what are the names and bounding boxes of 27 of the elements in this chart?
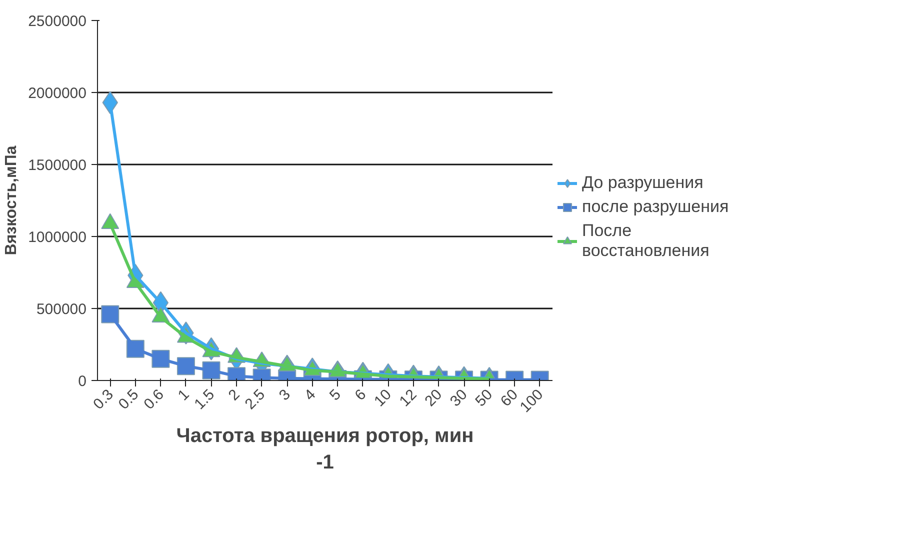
x-tick-label: 30 (446, 386, 471, 410)
x-tick-label: 1.5 (191, 386, 218, 413)
x-tick-label: 6 (352, 386, 370, 404)
x-tick-label: 50 (472, 386, 496, 410)
y-tick-label: 500000 (36, 301, 87, 318)
x-tick-label: 5 (326, 386, 344, 404)
y-axis-title: Вязкость,мПа (3, 146, 20, 256)
legend-label: До разрушения (582, 173, 704, 193)
x-tick-label: 1 (174, 386, 193, 404)
y-tick-label: 1000000 (28, 229, 87, 246)
x-tick-label: 2.5 (242, 386, 269, 413)
y-tick-label: 2000000 (28, 85, 87, 102)
x-axis-title: Частота вращения ротор, мин -1 (176, 424, 474, 474)
y-tick-label: 2500000 (28, 13, 87, 30)
legend-label: после разрушения (582, 197, 729, 217)
x-tick-label: 12 (396, 386, 420, 410)
x-tick-label: 0.3 (90, 386, 117, 413)
x-tick-label: 2 (225, 386, 244, 404)
x-tick-label: 20 (422, 386, 446, 410)
y-tick-label: 0 (78, 373, 86, 390)
x-tick-label: 0.5 (115, 386, 142, 413)
legend-label: После восстановления (582, 221, 710, 261)
x-tick-label: 3 (276, 386, 294, 404)
x-tick-label: 0.6 (140, 386, 168, 413)
y-tick-label: 1500000 (28, 157, 87, 174)
x-tick-label: 4 (301, 386, 320, 404)
x-tick-label: 10 (371, 386, 395, 410)
